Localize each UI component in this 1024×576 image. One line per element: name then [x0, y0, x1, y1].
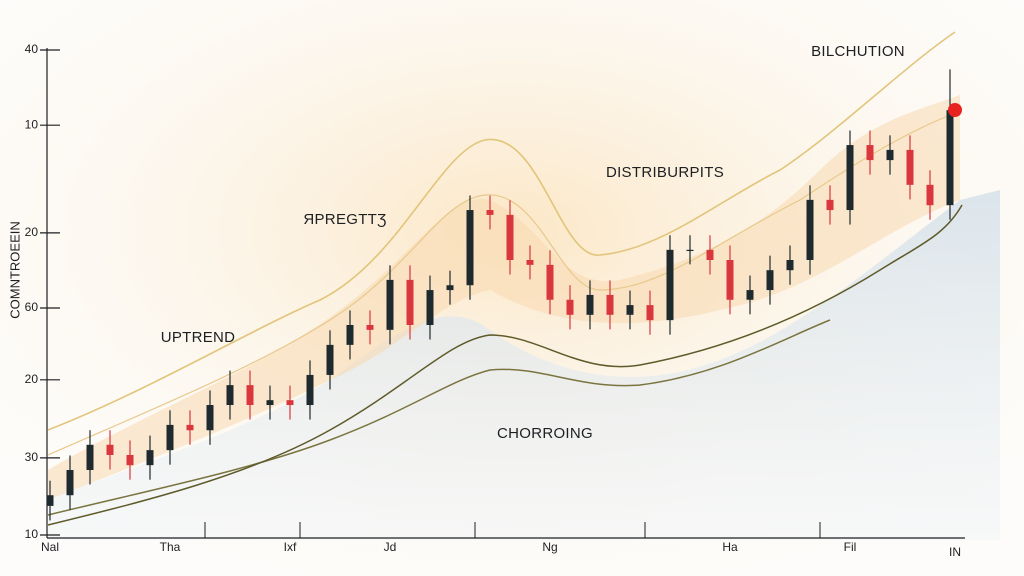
candle-body	[486, 210, 494, 215]
candle-body	[426, 290, 434, 325]
candle-body	[406, 279, 414, 325]
candle-body	[866, 145, 874, 161]
candle-body	[946, 110, 954, 206]
candle-body	[126, 454, 134, 466]
x-tick-label: Nal	[41, 540, 59, 554]
candle-body	[106, 444, 114, 455]
candle-body	[366, 324, 374, 330]
candle-body	[206, 405, 214, 431]
annotation: UPTREND	[161, 329, 236, 346]
candle-body	[826, 199, 834, 211]
candle-body	[266, 400, 274, 406]
x-tick-label: Tha	[160, 540, 181, 554]
y-tick-label: 40	[25, 42, 39, 56]
x-axis-ticks	[204, 522, 821, 538]
y-tick-label: 20	[25, 372, 39, 386]
candle-body	[706, 249, 714, 261]
candle-body	[446, 285, 454, 291]
y-axis-label: COMNTROEEIN	[7, 221, 22, 319]
candle-body	[66, 470, 74, 496]
y-tick-label: 30	[25, 450, 39, 464]
x-tick-label: Ha	[722, 540, 738, 554]
annotation: BILCHUTION	[811, 43, 905, 60]
annotation: DISTRIBURPITS	[606, 164, 724, 181]
x-tick-label: Ng	[542, 540, 557, 554]
upper-envelope	[47, 31, 956, 431]
candle-body	[326, 344, 334, 375]
candle-body	[886, 149, 894, 161]
candle-body	[86, 444, 94, 471]
candle-body	[286, 400, 294, 406]
candle-body	[306, 374, 314, 406]
moving-average	[47, 204, 963, 526]
candle-body	[46, 495, 54, 506]
inner-envelope	[47, 111, 959, 456]
y-tick-label: 10	[25, 527, 39, 541]
x-tick-label: Ixf	[284, 540, 297, 554]
candle-body	[786, 260, 794, 271]
candle-body	[386, 279, 394, 330]
x-tick-label: Jd	[384, 540, 397, 554]
candle-body	[646, 305, 654, 321]
candle-body	[186, 424, 194, 431]
moving-average	[47, 319, 831, 516]
candle-body	[506, 214, 514, 261]
candle-body	[666, 249, 674, 321]
candle-body	[906, 149, 914, 185]
candle-body	[626, 305, 634, 315]
candle-body	[926, 184, 934, 206]
annotation: ЯPREGTTƷ	[303, 211, 386, 228]
candle-body	[846, 145, 854, 211]
candle-body	[166, 424, 174, 451]
candle-body	[546, 264, 554, 300]
candle-body	[566, 299, 574, 315]
y-tick-label: 20	[25, 225, 39, 239]
candle-body	[246, 385, 254, 406]
candle-body	[586, 294, 594, 315]
x-tick-label: IN	[949, 545, 961, 559]
candle-body	[226, 385, 234, 406]
candle-body	[526, 260, 534, 265]
candle-body	[146, 450, 154, 466]
y-tick-label: 10	[25, 117, 39, 131]
candle-body	[746, 290, 754, 300]
candle-body	[726, 260, 734, 300]
envelope-band	[48, 95, 960, 500]
candle-body	[686, 249, 694, 252]
annotation: CHORROING	[497, 425, 593, 442]
candle-body	[766, 270, 774, 291]
candle-body	[346, 324, 354, 345]
candle-body	[466, 210, 474, 286]
y-tick-label: 60	[25, 300, 39, 314]
highlight-point	[948, 103, 962, 117]
candle-body	[806, 199, 814, 261]
candle-body	[606, 294, 614, 315]
x-tick-label: Fil	[844, 540, 857, 554]
